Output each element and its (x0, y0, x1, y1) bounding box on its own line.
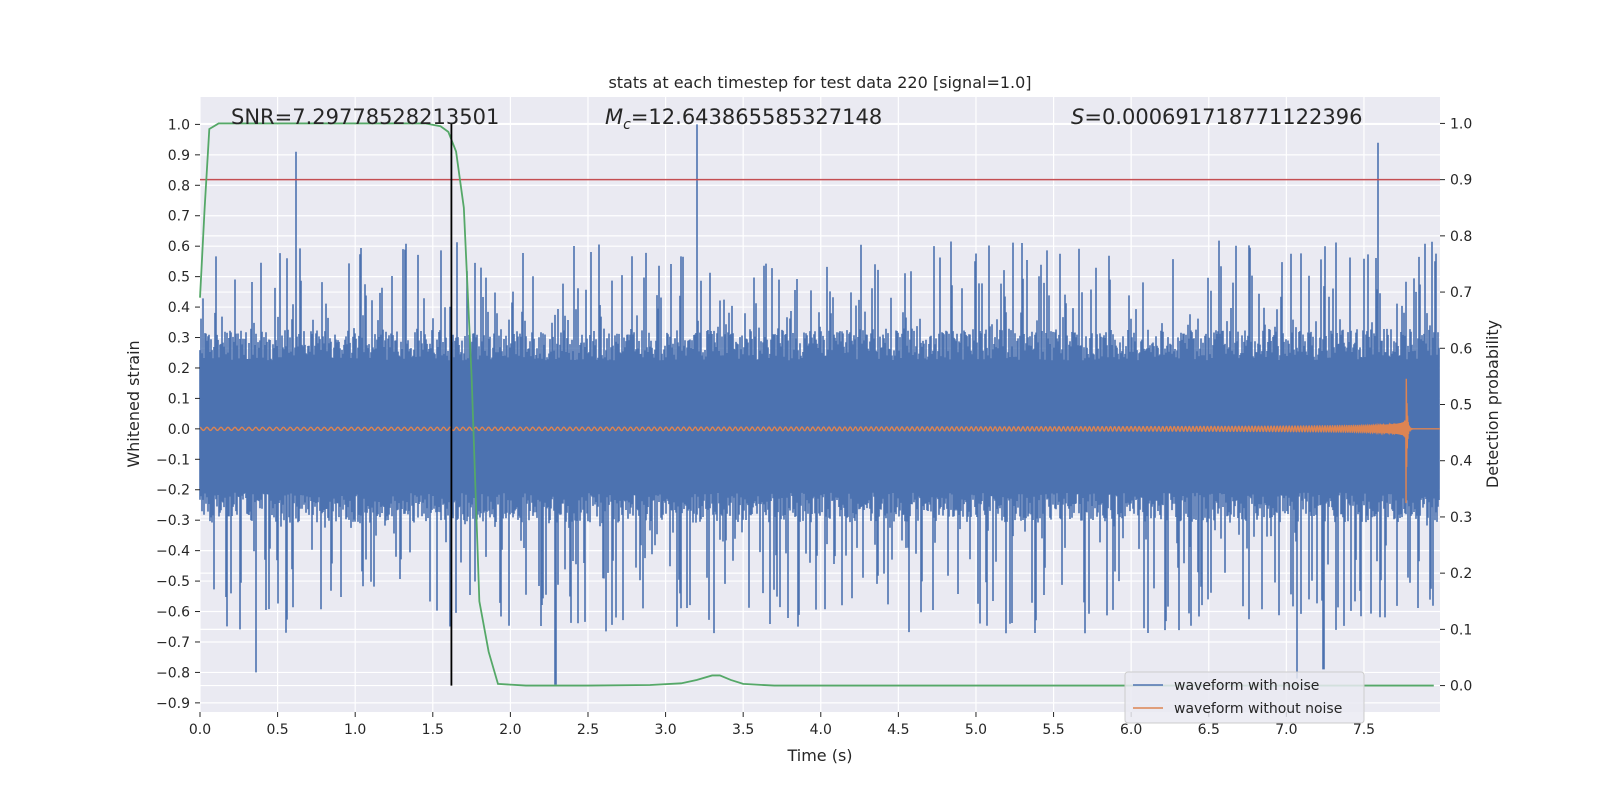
chart-title: stats at each timestep for test data 220… (608, 73, 1031, 92)
y-tick-label: 1.0 (168, 117, 190, 133)
y-tick-label: 0.5 (168, 270, 190, 286)
x-tick-label: 3.5 (732, 722, 754, 738)
x-tick-label: 0.0 (189, 722, 211, 738)
y2-tick-label: 0.7 (1450, 285, 1472, 301)
series-detection-probability (199, 122, 1434, 687)
y-tick-label: 0.4 (168, 300, 190, 316)
x-tick-label: 4.5 (887, 722, 909, 738)
snr-annotation: SNR=7.29778528213501 (231, 105, 499, 129)
x-tick-label: 7.0 (1275, 722, 1297, 738)
y2-axis-ticks: 1.0 0.9 0.8 0.7 0.6 0.5 0.4 0.3 0.2 0.1 0.0 (1440, 116, 1472, 695)
y2-axis-label: Detection probability (1483, 320, 1502, 488)
y2-tick-label: 0.1 (1450, 622, 1472, 638)
y-tick-label: 0.7 (168, 209, 190, 225)
x-tick-label: 1.0 (344, 722, 366, 738)
x-tick-label: 2.0 (499, 722, 521, 738)
x-tick-label: 6.0 (1120, 722, 1142, 738)
chirp-mass-annotation: Mc=12.643865585327148 (605, 105, 882, 133)
x-tick-label: 7.5 (1353, 722, 1375, 738)
legend-label-clean: waveform without noise (1174, 701, 1342, 717)
x-tick-label: 5.0 (965, 722, 987, 738)
y2-tick-label: 0.9 (1450, 173, 1472, 189)
y2-tick-label: 0.6 (1450, 341, 1472, 357)
y-tick-label: −0.2 (156, 483, 190, 499)
y2-tick-label: 0.2 (1450, 566, 1472, 582)
x-tick-label: 3.0 (654, 722, 676, 738)
x-tick-label: 4.0 (810, 722, 832, 738)
y-tick-label: 0.9 (168, 148, 190, 164)
y-tick-label: −0.7 (156, 635, 190, 651)
x-tick-label: 5.5 (1042, 722, 1064, 738)
s-annotation: S=0.000691718771122396 (1071, 105, 1362, 129)
y-axis-label: Whitened strain (124, 340, 143, 467)
x-tick-label: 6.5 (1198, 722, 1220, 738)
y2-tick-label: 0.8 (1450, 229, 1472, 245)
y-tick-label: 0.6 (168, 239, 190, 255)
chirp-mass-subscript: c (623, 117, 631, 133)
s-value: =0.000691718771122396 (1084, 105, 1362, 129)
s-symbol: S (1071, 105, 1084, 129)
series-waveform-without-noise (199, 378, 1440, 504)
x-tick-label: 0.5 (266, 722, 288, 738)
y-axis-ticks: 1.0 0.9 0.8 0.7 0.6 0.5 0.4 0.3 0.2 0.1 0.0 −0.1 −0.… (156, 117, 200, 712)
y-tick-label: 0.3 (168, 331, 190, 347)
x-tick-label: 1.5 (422, 722, 444, 738)
chirp-mass-value: =12.643865585327148 (631, 105, 882, 129)
y2-tick-label: 0.4 (1450, 454, 1472, 470)
y-tick-label: 0.0 (168, 422, 190, 438)
y2-tick-label: 0.5 (1450, 398, 1472, 414)
y-tick-label: 0.1 (168, 391, 190, 407)
y-tick-label: 0.2 (168, 361, 190, 377)
y-tick-label: −0.6 (156, 605, 190, 621)
y2-tick-label: 0.0 (1450, 679, 1472, 695)
x-tick-label: 2.5 (577, 722, 599, 738)
legend-label-noise: waveform with noise (1174, 678, 1319, 694)
y2-tick-label: 0.3 (1450, 510, 1472, 526)
y-tick-label: −0.8 (156, 665, 190, 681)
y-tick-label: 0.8 (168, 178, 190, 194)
y-tick-label: −0.5 (156, 574, 190, 590)
legend-box (1124, 671, 1365, 724)
legend: waveform with noise waveform without noi… (1124, 671, 1365, 724)
x-axis-label: Time (s) (786, 746, 852, 765)
y-tick-label: −0.3 (156, 513, 190, 529)
chirp-mass-symbol: M (605, 105, 623, 129)
y-tick-label: −0.9 (156, 696, 190, 712)
plot-area (199, 122, 1440, 687)
y-tick-label: −0.1 (156, 452, 190, 468)
y2-tick-label: 1.0 (1450, 116, 1472, 132)
y-tick-label: −0.4 (156, 544, 190, 560)
